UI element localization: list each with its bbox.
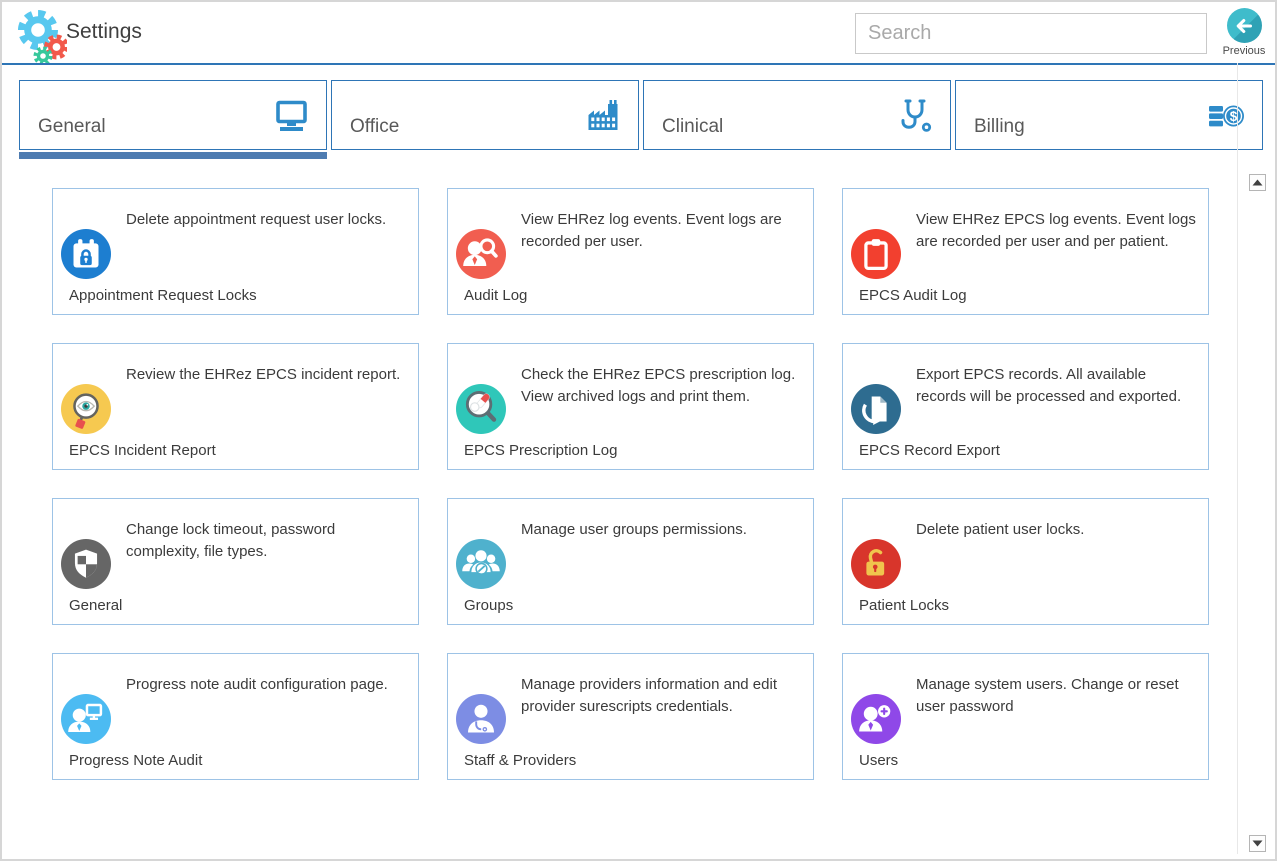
settings-card-grid: Delete appointment request user locks. A… bbox=[52, 188, 1209, 780]
user-search-icon bbox=[456, 229, 506, 279]
scroll-up-arrow-icon bbox=[1252, 179, 1263, 186]
coins-dollar-icon: $ bbox=[1206, 96, 1246, 139]
pills-magnifier-icon bbox=[456, 384, 506, 434]
tab-office[interactable]: Office bbox=[331, 80, 639, 150]
card-title: Users bbox=[859, 752, 899, 769]
card-appointment-request-locks[interactable]: Delete appointment request user locks. A… bbox=[52, 188, 419, 315]
open-padlock-icon bbox=[851, 539, 901, 589]
settings-tab-strip: General Office bbox=[19, 80, 1263, 159]
monitor-icon bbox=[272, 96, 310, 139]
clipboard-icon bbox=[851, 229, 901, 279]
document-export-icon bbox=[851, 384, 901, 434]
factory-icon bbox=[584, 96, 622, 139]
card-description: Check the EHRez EPCS prescription log. V… bbox=[521, 366, 796, 405]
card-epcs-incident-report[interactable]: Review the EHRez EPCS incident report. E… bbox=[52, 343, 419, 470]
calendar-lock-icon bbox=[61, 229, 111, 279]
page-title: Settings bbox=[66, 20, 142, 43]
card-description: View EHRez log events. Event logs are re… bbox=[521, 211, 782, 250]
tab-label: Office bbox=[350, 116, 400, 137]
card-description: View EHRez EPCS log events. Event logs a… bbox=[916, 211, 1196, 250]
user-monitor-icon bbox=[61, 694, 111, 744]
card-title: EPCS Record Export bbox=[859, 442, 1000, 459]
card-staff-providers[interactable]: Manage providers information and edit pr… bbox=[447, 653, 814, 780]
previous-button[interactable]: Previous bbox=[1219, 8, 1269, 57]
card-epcs-audit-log[interactable]: View EHRez EPCS log events. Event logs a… bbox=[842, 188, 1209, 315]
shield-icon bbox=[61, 539, 111, 589]
tab-label: General bbox=[38, 116, 106, 137]
card-audit-log[interactable]: View EHRez log events. Event logs are re… bbox=[447, 188, 814, 315]
card-description: Export EPCS records. All available recor… bbox=[916, 366, 1182, 405]
previous-label: Previous bbox=[1222, 45, 1266, 57]
gears-icon bbox=[17, 6, 69, 68]
tab-label: Billing bbox=[974, 116, 1025, 137]
card-title: EPCS Prescription Log bbox=[464, 442, 618, 459]
card-title: Progress Note Audit bbox=[69, 752, 203, 769]
user-group-icon bbox=[456, 539, 506, 589]
card-description: Manage system users. Change or reset use… bbox=[916, 676, 1179, 715]
eye-magnifier-icon bbox=[61, 384, 111, 434]
scroll-up-button[interactable] bbox=[1249, 174, 1266, 191]
tab-label: Clinical bbox=[662, 116, 724, 137]
card-title: Patient Locks bbox=[859, 597, 950, 614]
card-description: Delete patient user locks. bbox=[916, 521, 1085, 538]
tab-clinical[interactable]: Clinical bbox=[643, 80, 951, 150]
back-arrow-icon bbox=[1226, 8, 1262, 43]
card-description: Progress note audit configuration page. bbox=[126, 676, 388, 693]
svg-text:$: $ bbox=[1230, 109, 1238, 124]
card-description: Change lock timeout, password complexity… bbox=[126, 521, 336, 560]
card-title: Audit Log bbox=[464, 287, 528, 304]
card-general[interactable]: Change lock timeout, password complexity… bbox=[52, 498, 419, 625]
user-add-icon bbox=[851, 694, 901, 744]
scroll-down-button[interactable] bbox=[1249, 835, 1266, 852]
card-title: Appointment Request Locks bbox=[69, 287, 257, 304]
card-epcs-prescription-log[interactable]: Check the EHRez EPCS prescription log. V… bbox=[447, 343, 814, 470]
card-description: Manage providers information and edit pr… bbox=[521, 676, 777, 715]
header-bar: Settings Previous bbox=[2, 2, 1275, 68]
card-title: EPCS Audit Log bbox=[859, 287, 967, 304]
card-users[interactable]: Manage system users. Change or reset use… bbox=[842, 653, 1209, 780]
card-patient-locks[interactable]: Delete patient user locks. Patient Locks bbox=[842, 498, 1209, 625]
tab-billing[interactable]: Billing $ bbox=[955, 80, 1263, 150]
card-title: EPCS Incident Report bbox=[69, 442, 216, 459]
card-epcs-record-export[interactable]: Export EPCS records. All available recor… bbox=[842, 343, 1209, 470]
card-progress-note-audit[interactable]: Progress note audit configuration page. … bbox=[52, 653, 419, 780]
card-title: Groups bbox=[464, 597, 514, 614]
card-title: General bbox=[69, 597, 123, 614]
scroll-down-arrow-icon bbox=[1252, 840, 1263, 847]
card-groups[interactable]: Manage user groups permissions. Groups bbox=[447, 498, 814, 625]
card-title: Staff & Providers bbox=[464, 752, 577, 769]
card-description: Manage user groups permissions. bbox=[521, 521, 747, 538]
stethoscope-icon bbox=[896, 96, 934, 139]
search-input[interactable] bbox=[855, 13, 1207, 54]
content-divider bbox=[1237, 63, 1238, 854]
card-description: Review the EHRez EPCS incident report. bbox=[126, 366, 401, 383]
tab-general[interactable]: General bbox=[19, 80, 327, 159]
card-description: Delete appointment request user locks. bbox=[126, 211, 387, 228]
provider-icon bbox=[456, 694, 506, 744]
